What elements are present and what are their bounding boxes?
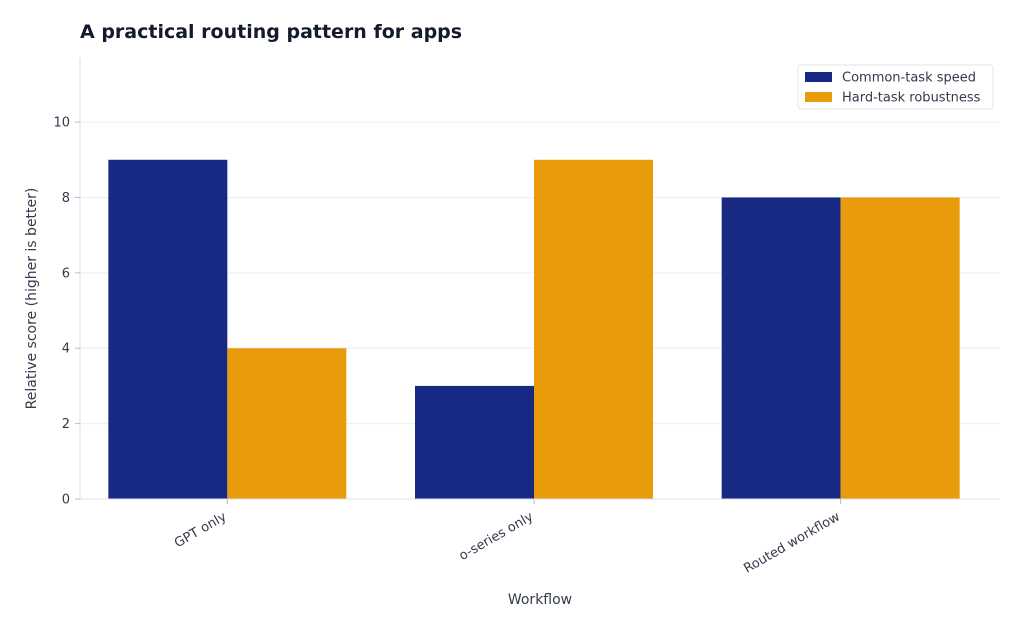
bars [108,159,960,499]
legend-item-hard-task-robustness: Hard-task robustness [805,91,981,106]
bar-gpt-only-series-1 [227,348,347,499]
y-axis-title: Relative score (higher is better) [24,188,40,410]
y-tick-label: 6 [62,266,70,281]
y-tick-label: 0 [62,493,70,508]
legend-item-common-task-speed: Common-task speed [805,71,976,86]
bar-o-series-only-series-1 [534,159,653,499]
y-tick-label: 2 [62,417,70,432]
y-tick-labels: 0 2 4 6 8 10 [53,116,80,508]
legend-label: Common-task speed [842,71,976,86]
x-axis-title: Workflow [508,592,572,608]
bar-routed-workflow-series-0 [721,197,841,499]
x-tick-label: GPT only [172,509,230,551]
x-tick-label: Routed workflow [741,509,843,576]
legend-swatch [805,72,832,82]
legend: Common-task speed Hard-task robustness [797,64,994,110]
y-tick-label: 4 [62,342,70,357]
y-tick-label: 10 [53,116,70,131]
bar-gpt-only-series-0 [108,159,228,499]
bar-routed-workflow-series-1 [840,197,960,499]
x-tick-label: o-series only [457,509,537,564]
y-tick-label: 8 [62,191,70,206]
legend-swatch [805,92,832,102]
legend-label: Hard-task robustness [842,91,981,106]
axes [79,58,1000,500]
chart-title: A practical routing pattern for apps [80,21,463,43]
legend-box [797,64,994,110]
bar-o-series-only-series-0 [415,385,534,499]
x-tick-labels: GPT only o-series only Routed workflow [172,499,843,577]
